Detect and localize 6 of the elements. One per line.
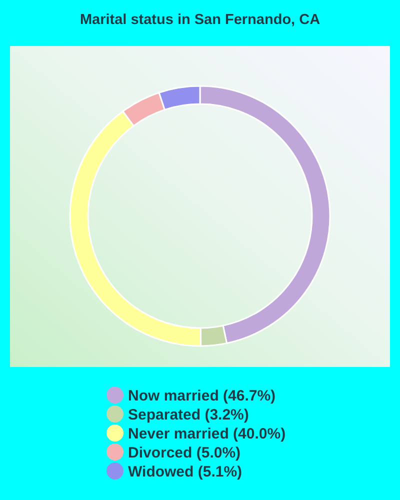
legend-label: Now married (46.7%) bbox=[128, 387, 276, 404]
legend-label: Separated (3.2%) bbox=[128, 406, 249, 424]
chart-title: Marital status in San Fernando, CA bbox=[80, 12, 321, 28]
legend-label: Divorced (5.0%) bbox=[128, 444, 241, 462]
legend-label: Never married (40.0%) bbox=[128, 425, 286, 442]
legend-label: Widowed (5.1%) bbox=[128, 463, 242, 480]
